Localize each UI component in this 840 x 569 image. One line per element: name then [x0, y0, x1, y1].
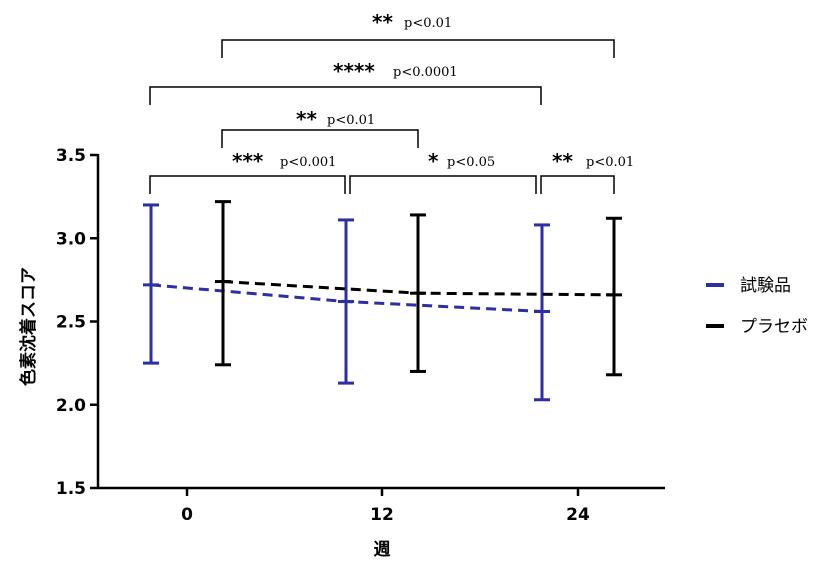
p-value-label: p<0.0001 — [393, 65, 458, 80]
x-axis-title: 週 — [374, 540, 391, 560]
significance-bracket: ** p<0.01 — [221, 10, 615, 58]
error-bar — [534, 223, 550, 402]
error-bar — [606, 216, 622, 377]
x-tick-label: 24 — [566, 505, 590, 525]
p-value-label: p<0.01 — [404, 16, 452, 31]
significance-bracket: *** p<0.001 — [149, 149, 346, 194]
legend-item-0: 試験品 — [706, 276, 791, 296]
significance-stars: ** — [372, 10, 393, 34]
y-tick-label: 2.0 — [56, 396, 86, 416]
significance-bracket: ** p<0.01 — [540, 149, 634, 194]
p-value-label: p<0.05 — [447, 155, 495, 170]
legend-label: 試験品 — [740, 276, 791, 296]
y-tick-label: 1.5 — [56, 479, 86, 499]
significance-brackets: ** p<0.01 **** p<0.0001 ** p<0.01 *** p<0.001 * p… — [149, 10, 634, 194]
error-bar — [410, 213, 426, 373]
bracket-line — [149, 175, 346, 194]
significance-stars: *** — [232, 149, 264, 173]
significance-stars: ** — [552, 149, 573, 173]
p-value-label: p<0.001 — [280, 155, 336, 170]
significance-bracket: **** p<0.0001 — [149, 59, 542, 105]
p-value-label: p<0.01 — [586, 155, 634, 170]
significance-stars: ** — [296, 107, 317, 131]
y-tick-label: 2.5 — [56, 313, 86, 333]
bracket-line — [221, 39, 615, 58]
significance-bracket: ** p<0.01 — [221, 107, 419, 148]
y-axis-title: 色素沈着スコア — [18, 267, 39, 386]
y-tick-label: 3.0 — [56, 229, 86, 249]
significance-stars: * — [428, 149, 439, 173]
significance-bracket: * p<0.05 — [349, 149, 537, 194]
error-bar — [338, 218, 354, 385]
plot-area — [143, 200, 622, 402]
p-value-label: p<0.01 — [327, 113, 375, 128]
y-tick-label: 3.5 — [56, 146, 86, 166]
significance-stars: **** — [333, 59, 375, 83]
x-tick-label: 0 — [181, 505, 193, 525]
legend-item-1: プラセボ — [706, 317, 808, 337]
x-tick-label: 12 — [370, 505, 394, 525]
bracket-line — [221, 129, 419, 148]
error-bar — [215, 200, 231, 367]
legend-label: プラセボ — [740, 317, 808, 337]
axes: 1.5 2.0 2.5 3.0 3.5 0 12 24 週 色素沈着スコア — [18, 146, 665, 560]
bracket-line — [349, 175, 537, 194]
bracket-line — [540, 175, 615, 194]
error-bar — [143, 203, 159, 365]
bracket-line — [149, 86, 542, 105]
